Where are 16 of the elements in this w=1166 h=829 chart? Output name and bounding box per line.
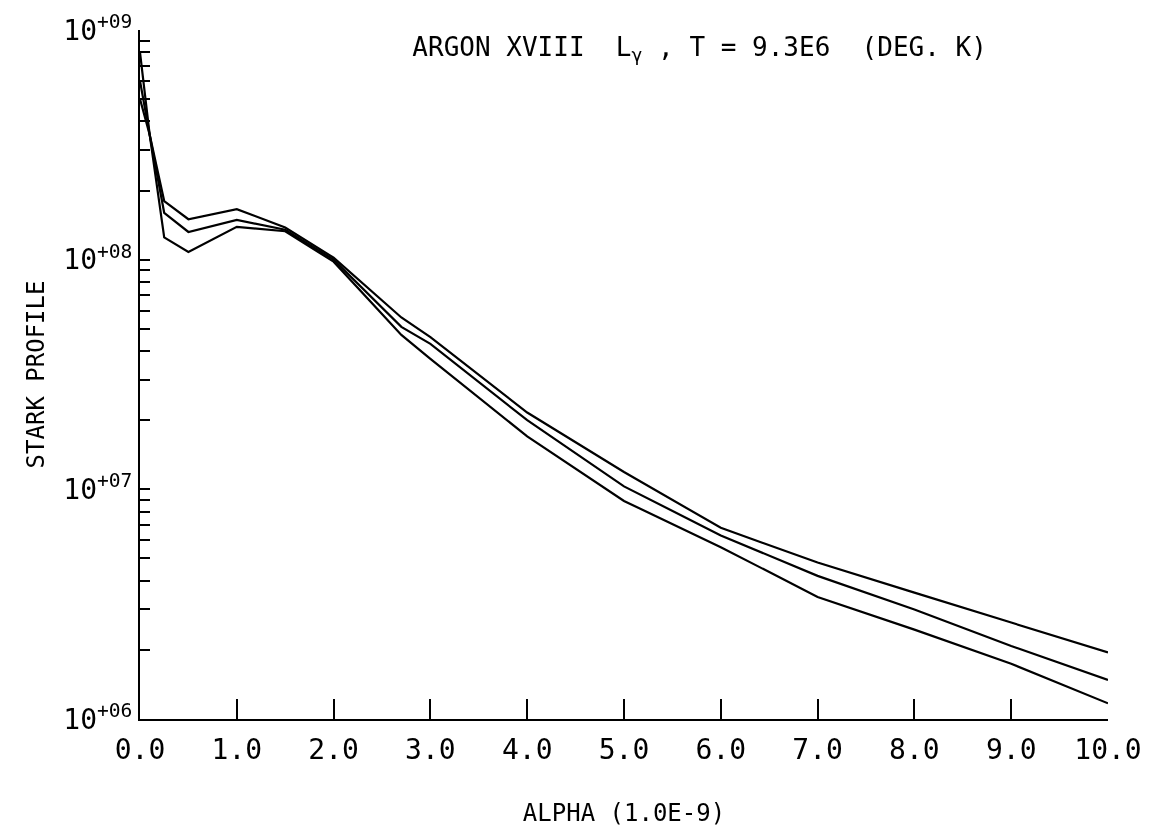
x-tick-label: 7.0 [792, 732, 843, 766]
y-axis-title: STARK PROFILE [21, 280, 50, 469]
y-tick-label: 10$^{+09}$ [63, 10, 133, 47]
x-tick-label: 4.0 [501, 732, 553, 766]
y-tick-label: 10$^{+07}$ [63, 469, 133, 507]
x-axis-title: ALPHA (1.0E-9) [522, 799, 726, 828]
x-tick-label: 5.0 [598, 732, 650, 766]
x-tick-label: 6.0 [695, 732, 747, 766]
y-tick-label: 10$^{+08}$ [63, 239, 133, 277]
x-tick-label: 2.0 [308, 732, 359, 766]
x-tick-label: 10.0 [1074, 732, 1142, 766]
chart-title: ARGON XVIII L$_{γ}$ , T = 9.3E6 (DEG. K) [412, 31, 987, 65]
x-tick-label: 1.0 [211, 732, 263, 766]
x-tick-label: 9.0 [985, 732, 1037, 766]
x-tick-label: 3.0 [405, 732, 456, 766]
x-tick-label: 8.0 [889, 732, 940, 766]
